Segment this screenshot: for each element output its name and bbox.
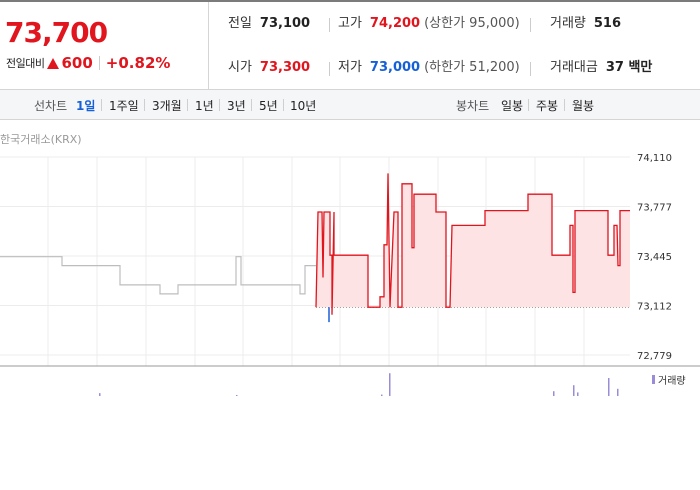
stat-value: 73,300 (259, 60, 311, 75)
current-price: 73,700 (5, 16, 108, 49)
change-rate: +0.82% (105, 54, 171, 72)
divider (144, 99, 145, 111)
period-5y[interactable]: 5년 (259, 99, 278, 113)
divider (528, 99, 529, 111)
volume-bar (553, 391, 555, 396)
volume-bar (617, 388, 619, 396)
stat-label: 전일 (228, 16, 252, 31)
stat-trade-value: 거래대금 37 백만 (550, 58, 652, 78)
divider (329, 62, 330, 76)
volume-bar (381, 394, 383, 396)
y-tick-label: 74,110 (637, 153, 672, 164)
divider (101, 99, 102, 111)
divider (187, 99, 188, 111)
stat-label: 고가 (338, 16, 362, 31)
divider (329, 18, 330, 32)
stat-value: 37 백만 (605, 60, 653, 75)
divider (283, 99, 284, 111)
stat-value: 73,000 (369, 60, 421, 75)
period-1d[interactable]: 1일 (76, 99, 96, 113)
change-label: 전일대비 (6, 57, 45, 70)
previous-session-line (0, 256, 316, 295)
stat-value: 73,100 (259, 16, 311, 31)
volume-bar (389, 373, 391, 396)
volume-bar (608, 378, 610, 396)
divider (98, 56, 100, 70)
volume-bar (236, 395, 238, 396)
stat-volume: 거래량 516 (550, 14, 621, 34)
volume-legend-label: 거래량 (658, 376, 686, 387)
line-chart-label: 선차트 (34, 99, 68, 113)
lower-limit: (하한가 51,200) (424, 60, 520, 75)
change-amount: 600 (61, 54, 93, 72)
volume-legend: 거래량 (652, 372, 686, 387)
y-axis-ticks: 74,110 73,777 73,445 73,112 72,779 (637, 153, 672, 362)
period-selector-bar: 선차트 1일 1주일 3개월 1년 3년 5년 10년 봉차트 일봉 주봉 월봉 (0, 90, 700, 120)
y-tick-label: 73,445 (637, 252, 672, 263)
divider (564, 99, 565, 111)
candle-chart-label: 봉차트 (456, 99, 490, 113)
stat-high: 고가 74,200 (상한가 95,000) (338, 14, 520, 34)
period-monthly-candle[interactable]: 월봉 (572, 99, 595, 113)
period-1y[interactable]: 1년 (195, 99, 214, 113)
period-1w[interactable]: 1주일 (109, 99, 139, 113)
current-session-line (315, 173, 630, 315)
stat-label: 저가 (338, 60, 362, 75)
stat-low: 저가 73,000 (하한가 51,200) (338, 58, 520, 78)
volume-bar (573, 385, 575, 396)
y-tick-label: 73,112 (637, 302, 672, 313)
period-3y[interactable]: 3년 (227, 99, 246, 113)
volume-bars (99, 373, 619, 396)
stat-value: 516 (593, 16, 622, 31)
stat-label: 시가 (228, 60, 252, 75)
period-3m[interactable]: 3개월 (152, 99, 182, 113)
up-triangle-icon (47, 57, 60, 69)
data-source-label: 한국거래소(KRX) (0, 133, 82, 146)
stat-value: 74,200 (369, 16, 421, 31)
divider (219, 99, 220, 111)
divider (530, 18, 531, 32)
volume-swatch-icon (652, 375, 655, 384)
stat-label: 거래량 (550, 16, 586, 31)
divider (530, 62, 531, 76)
stat-prev-close: 전일 73,100 (228, 14, 310, 34)
divider (251, 99, 252, 111)
y-tick-label: 72,779 (637, 351, 672, 362)
volume-bar (99, 393, 101, 396)
price-box: 73,700 전일대비 600 +0.82% (0, 2, 209, 90)
stat-open: 시가 73,300 (228, 58, 310, 78)
volume-bar (577, 392, 579, 396)
period-daily-candle[interactable]: 일봉 (501, 99, 524, 113)
up-area-fill (316, 173, 630, 308)
y-tick-label: 73,777 (637, 203, 672, 214)
change-row: 전일대비 600 +0.82% (6, 54, 170, 72)
period-weekly-candle[interactable]: 주봉 (536, 99, 559, 113)
upper-limit: (상한가 95,000) (424, 16, 520, 31)
period-10y[interactable]: 10년 (290, 99, 317, 113)
stat-label: 거래대금 (550, 60, 598, 75)
quote-summary-panel: 73,700 전일대비 600 +0.82% 전일 73,100 고가 74,200… (0, 0, 700, 90)
price-chart[interactable]: 74,110 73,777 73,445 73,112 72,779 (0, 145, 700, 400)
